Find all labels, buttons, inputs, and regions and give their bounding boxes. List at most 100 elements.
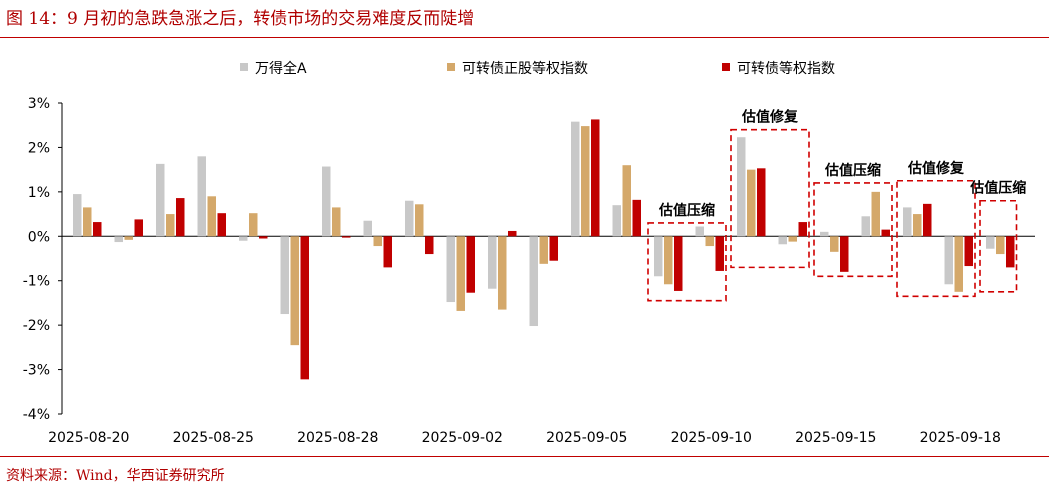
- bar: [881, 229, 890, 237]
- y-tick-label: -1%: [23, 274, 50, 290]
- annotation-label: 估值压缩: [824, 162, 881, 179]
- annotation-label: 估值修复: [741, 109, 799, 126]
- bar: [73, 194, 82, 237]
- bar: [332, 207, 341, 237]
- bar: [156, 163, 165, 237]
- bar: [322, 166, 331, 237]
- bar: [456, 236, 465, 311]
- y-tick-label: 1%: [28, 185, 50, 201]
- annotation-box: [730, 128, 810, 269]
- bar: [674, 236, 683, 291]
- bar: [913, 214, 922, 237]
- bar: [176, 198, 185, 237]
- x-tick-label: 2025-09-18: [920, 430, 1001, 446]
- bar: [342, 236, 351, 238]
- source-note: 资料来源：Wind，华西证券研究所: [6, 468, 225, 484]
- bar: [954, 236, 963, 292]
- bar: [654, 236, 663, 277]
- figure-title: 图 14：9 月初的急跌急涨之后，转债市场的交易难度反而陡增: [6, 9, 475, 29]
- bar: [820, 231, 829, 237]
- annotation-box: [896, 179, 976, 298]
- bar: [373, 236, 382, 247]
- bar: [1006, 236, 1015, 268]
- bar: [166, 214, 175, 237]
- annotation-label: 估值修复: [907, 160, 965, 177]
- bar: [207, 196, 216, 237]
- bar: [788, 236, 797, 242]
- annotation-box: [647, 222, 727, 302]
- bar: [861, 216, 870, 237]
- bar: [632, 199, 641, 237]
- bar: [197, 156, 206, 237]
- bar: [405, 200, 414, 237]
- x-tick-label: 2025-08-20: [48, 430, 129, 446]
- bar: [571, 121, 580, 237]
- legend-swatch: [722, 63, 730, 71]
- bar: [747, 169, 756, 237]
- bar: [944, 236, 953, 285]
- bar: [383, 236, 392, 268]
- bar: [508, 230, 517, 237]
- y-tick-label: -4%: [23, 407, 50, 423]
- y-tick-label: -3%: [23, 363, 50, 379]
- bar: [581, 126, 590, 237]
- bar: [114, 236, 123, 243]
- bar: [622, 165, 631, 237]
- bar: [539, 236, 548, 264]
- bar: [964, 236, 973, 267]
- bar: [871, 191, 880, 237]
- legend-label: 万得全A: [255, 60, 307, 77]
- bar: [446, 236, 455, 303]
- legend-swatch: [447, 63, 455, 71]
- bar: [591, 119, 600, 237]
- bar: [778, 236, 787, 245]
- x-tick-label: 2025-09-10: [671, 430, 752, 446]
- bar: [695, 226, 704, 237]
- bar: [529, 236, 538, 327]
- bar: [986, 236, 995, 249]
- bar: [549, 236, 558, 261]
- bar: [705, 236, 714, 247]
- bar: [300, 236, 309, 380]
- x-tick-label: 2025-09-05: [546, 430, 627, 446]
- bar: [840, 236, 849, 272]
- legend-label: 可转债等权指数: [737, 60, 835, 77]
- y-tick-label: 2%: [28, 140, 50, 156]
- top-divider: [0, 37, 1049, 38]
- bar: [280, 236, 289, 315]
- annotation-label: 估值压缩: [969, 180, 1026, 197]
- bar: [830, 236, 839, 252]
- y-tick-label: 3%: [28, 96, 50, 112]
- x-tick-label: 2025-09-15: [795, 430, 876, 446]
- x-tick-label: 2025-08-25: [173, 430, 254, 446]
- bar: [466, 236, 475, 293]
- bar: [93, 222, 102, 237]
- bar: [259, 236, 268, 239]
- x-tick-label: 2025-09-02: [422, 430, 503, 446]
- annotation-label: 估值压缩: [658, 202, 715, 219]
- bar: [903, 207, 912, 237]
- bar: [996, 236, 1005, 255]
- bar: [425, 236, 434, 255]
- bottom-divider: [0, 456, 1049, 457]
- bar: [83, 207, 92, 237]
- bar: [923, 203, 932, 237]
- bar: [737, 137, 746, 237]
- x-tick-label: 2025-08-28: [297, 430, 378, 446]
- bar: [498, 236, 507, 310]
- y-tick-label: 0%: [28, 229, 50, 245]
- bar: [415, 204, 424, 237]
- bar: [239, 236, 248, 241]
- y-tick-label: -2%: [23, 318, 50, 334]
- bar: [124, 236, 133, 240]
- bar: [798, 222, 807, 237]
- bar: [217, 213, 226, 237]
- bar: [488, 236, 497, 289]
- bar: [134, 219, 143, 237]
- bar: [715, 236, 724, 271]
- legend-swatch: [240, 63, 248, 71]
- bar: [363, 220, 372, 237]
- legend-label: 可转债正股等权指数: [462, 60, 588, 77]
- annotation-box: [979, 199, 1018, 293]
- bar: [612, 205, 621, 237]
